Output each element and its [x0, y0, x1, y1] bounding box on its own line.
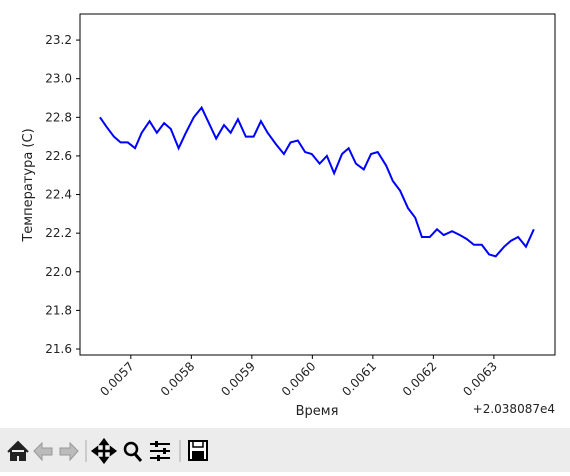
save-button[interactable]	[188, 440, 208, 461]
y-tick-label: 22.8	[45, 110, 72, 124]
toolbar-icons	[7, 437, 208, 465]
plot-frame	[79, 13, 556, 356]
configure-button[interactable]	[150, 441, 170, 461]
x-offset-label: +2.038087e4	[473, 402, 555, 416]
y-axis-label: Температура (C)	[21, 128, 36, 242]
back-button[interactable]	[33, 441, 53, 462]
chart: Время Температура (C) +2.038087e4 21.6 21…	[21, 13, 556, 419]
x-tick-label: 0.0058	[158, 359, 198, 399]
y-tick-label: 22.4	[45, 188, 72, 202]
x-tick-label: 0.0062	[400, 359, 440, 399]
y-tick-label: 23.0	[45, 72, 72, 86]
forward-button[interactable]	[59, 441, 79, 462]
x-tick-label: 0.0060	[279, 359, 319, 399]
y-tick-label: 22.6	[45, 149, 72, 163]
data-line	[99, 105, 535, 258]
pan-button[interactable]	[90, 437, 118, 465]
y-tick-label: 22.2	[45, 226, 72, 240]
x-tick-label: 0.0057	[97, 359, 137, 399]
zoom-button[interactable]	[123, 441, 143, 462]
x-axis-label: Время	[296, 404, 339, 419]
y-tick-label: 21.8	[45, 303, 72, 317]
x-tick-label: 0.0063	[460, 359, 500, 399]
x-tick-label: 0.0061	[339, 359, 379, 399]
home-button[interactable]	[7, 440, 29, 461]
x-tick-label: 0.0059	[218, 359, 258, 399]
y-tick-label: 21.6	[45, 342, 72, 356]
toolbar	[0, 428, 570, 472]
y-tick-label: 22.0	[45, 265, 72, 279]
y-tick-label: 23.2	[45, 33, 72, 47]
